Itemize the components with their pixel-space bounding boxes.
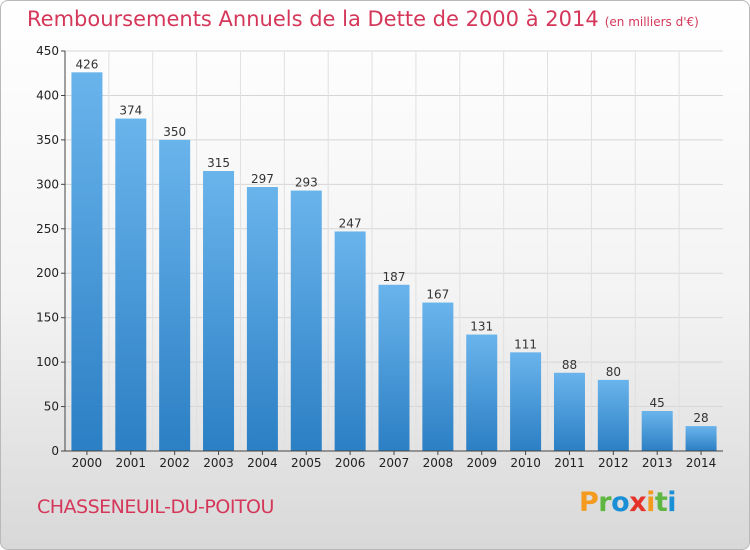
data-label-2009: 131 bbox=[470, 320, 493, 334]
bar-2012 bbox=[597, 379, 629, 451]
bar-2004 bbox=[246, 187, 278, 451]
logo-letter: t bbox=[654, 487, 668, 518]
data-label-2008: 167 bbox=[426, 288, 449, 302]
y-tick-label-250: 250 bbox=[36, 222, 59, 236]
y-tick-label-100: 100 bbox=[36, 355, 59, 369]
x-tick-label-2006: 2006 bbox=[335, 456, 366, 470]
chart-subtitle: (en milliers d'€) bbox=[604, 15, 699, 29]
y-tick-label-400: 400 bbox=[36, 88, 59, 102]
data-label-2007: 187 bbox=[383, 270, 406, 284]
logo-letter: P bbox=[579, 487, 599, 518]
y-tick-label-450: 450 bbox=[36, 44, 59, 58]
proxiti-logo[interactable]: Proxiti bbox=[579, 487, 677, 518]
data-label-2001: 374 bbox=[119, 104, 142, 118]
bar-2005 bbox=[290, 190, 322, 452]
x-tick-label-2007: 2007 bbox=[379, 456, 410, 470]
bar-2011 bbox=[553, 372, 585, 451]
data-label-2000: 426 bbox=[75, 57, 98, 71]
data-label-2002: 350 bbox=[163, 125, 186, 139]
axes: 0 50 100 150 200 250 300 350 400 450 2000 2001 2002 2… bbox=[36, 44, 723, 470]
y-tick-label-150: 150 bbox=[36, 311, 59, 325]
chart-title-text: Remboursements Annuels de la Dette de 20… bbox=[27, 7, 599, 31]
chart-title: Remboursements Annuels de la Dette de 20… bbox=[27, 7, 699, 31]
x-tick-label-2002: 2002 bbox=[159, 456, 190, 470]
data-label-2003: 315 bbox=[207, 156, 230, 170]
data-label-2004: 297 bbox=[251, 172, 274, 186]
y-tick-label-0: 0 bbox=[51, 444, 59, 458]
logo-letter: r bbox=[598, 487, 612, 518]
data-labels: 426 374 350 315 297 293 247 187 167 131 111 88 80 45 2… bbox=[75, 57, 708, 425]
x-tick-label-2013: 2013 bbox=[642, 456, 673, 470]
bar-2000 bbox=[71, 72, 103, 451]
bar-2003 bbox=[203, 171, 235, 451]
x-tick-label-2004: 2004 bbox=[247, 456, 278, 470]
x-tick-label-2014: 2014 bbox=[686, 456, 717, 470]
bar-2009 bbox=[466, 334, 498, 451]
data-label-2012: 80 bbox=[606, 365, 621, 379]
bar-2008 bbox=[422, 302, 454, 451]
data-label-2014: 28 bbox=[693, 411, 708, 425]
y-tick-label-200: 200 bbox=[36, 266, 59, 280]
logo-letter: i bbox=[646, 487, 655, 518]
data-label-2010: 111 bbox=[514, 337, 537, 351]
x-tick-label-2012: 2012 bbox=[598, 456, 629, 470]
bar-2013 bbox=[641, 411, 673, 451]
bar-2001 bbox=[115, 118, 147, 452]
x-tick-label-2008: 2008 bbox=[423, 456, 454, 470]
x-tick-label-2003: 2003 bbox=[203, 456, 234, 470]
bars bbox=[71, 72, 717, 452]
x-tick-label-2001: 2001 bbox=[116, 456, 147, 470]
bar-2002 bbox=[159, 139, 191, 451]
logo-letter: o bbox=[611, 487, 630, 518]
bar-2006 bbox=[334, 231, 366, 451]
bar-2014 bbox=[685, 426, 717, 451]
data-label-2011: 88 bbox=[562, 358, 577, 372]
y-tick-label-50: 50 bbox=[44, 400, 59, 414]
x-tick-label-2000: 2000 bbox=[72, 456, 103, 470]
x-tick-label-2005: 2005 bbox=[291, 456, 322, 470]
x-tick-label-2009: 2009 bbox=[466, 456, 497, 470]
city-name: CHASSENEUIL-DU-POITOU bbox=[37, 496, 274, 518]
y-tick-label-350: 350 bbox=[36, 133, 59, 147]
logo-letter: x bbox=[629, 487, 647, 518]
bar-2010 bbox=[510, 352, 542, 451]
y-tick-label-300: 300 bbox=[36, 177, 59, 191]
x-tick-label-2011: 2011 bbox=[554, 456, 585, 470]
logo-letter: i bbox=[667, 487, 677, 518]
x-tick-label-2010: 2010 bbox=[510, 456, 541, 470]
bar-2007 bbox=[378, 284, 410, 451]
data-label-2005: 293 bbox=[295, 176, 318, 190]
data-label-2013: 45 bbox=[650, 396, 665, 410]
data-label-2006: 247 bbox=[339, 216, 362, 230]
